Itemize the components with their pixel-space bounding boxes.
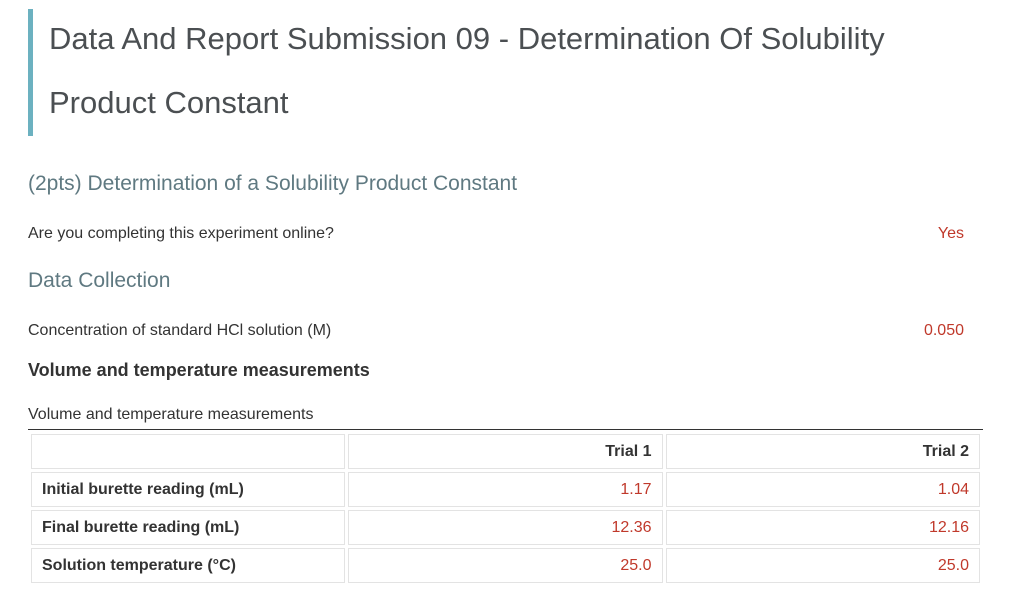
table-header-trial-2: Trial 2: [665, 434, 980, 469]
table-row: Initial burette reading (mL) 1.17 1.04: [31, 472, 980, 507]
page-title-line-1: Data And Report Submission 09 - Determin…: [49, 21, 885, 56]
measurements-table: Trial 1 Trial 2 Initial burette reading …: [28, 431, 983, 586]
final-burette-trial-2: 12.16: [665, 510, 980, 545]
initial-burette-trial-2: 1.04: [665, 472, 980, 507]
hcl-concentration-label: Concentration of standard HCl solution (…: [28, 322, 332, 339]
row-label-final-burette: Final burette reading (mL): [31, 510, 345, 545]
online-answer-value: Yes: [937, 225, 964, 242]
row-label-initial-burette: Initial burette reading (mL): [31, 472, 345, 507]
page-title: Data And Report Submission 09 - Determin…: [28, 9, 949, 136]
measurements-table-caption: Volume and temperature measurements: [28, 406, 314, 423]
caption-divider: [28, 429, 983, 430]
table-header-empty: [31, 434, 345, 469]
table-header-trial-1: Trial 1: [348, 434, 663, 469]
section-heading-data-collection: Data Collection: [28, 269, 171, 292]
initial-burette-trial-1: 1.17: [348, 472, 663, 507]
page-title-line-2: Product Constant: [49, 85, 289, 120]
table-row: Solution temperature (°C) 25.0 25.0: [31, 548, 980, 583]
hcl-concentration-value: 0.050: [923, 322, 964, 339]
table-header-row: Trial 1 Trial 2: [31, 434, 980, 469]
online-question-label: Are you completing this experiment onlin…: [28, 225, 334, 242]
table-row: Final burette reading (mL) 12.36 12.16: [31, 510, 980, 545]
solution-temperature-trial-1: 25.0: [348, 548, 663, 583]
solution-temperature-trial-2: 25.0: [665, 548, 980, 583]
measurements-heading: Volume and temperature measurements: [28, 360, 370, 380]
final-burette-trial-1: 12.36: [348, 510, 663, 545]
row-label-solution-temperature: Solution temperature (°C): [31, 548, 345, 583]
section-heading-solubility: (2pts) Determination of a Solubility Pro…: [28, 172, 518, 195]
